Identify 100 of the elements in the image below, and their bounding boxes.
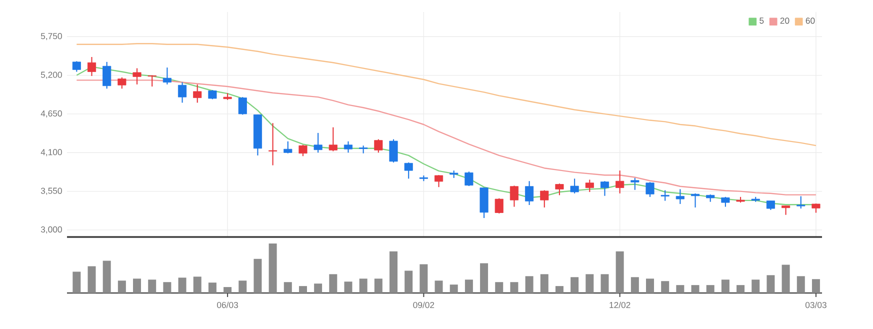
candlestick [540,190,549,208]
bar [630,277,639,293]
bar [133,278,142,293]
bar [359,278,368,293]
bar [254,258,262,293]
candlestick [510,185,518,208]
x-tick-label: 12/02 [610,302,630,308]
bar [329,274,338,293]
bar [314,284,322,293]
candlestick [721,196,730,208]
bar [480,263,488,293]
bar [782,264,790,293]
bar [691,285,700,293]
y-tick-label: 4,650 [40,110,62,118]
bar [736,285,745,293]
bar [661,281,670,293]
bar [298,286,307,293]
candlestick [268,122,278,166]
candlestick [132,68,142,85]
bar [284,282,292,293]
bar [224,287,232,293]
x-tick-label: 06/03 [217,302,238,308]
bar [600,274,609,293]
bar [796,276,805,293]
candlestick [676,188,684,204]
bar [464,280,473,293]
bar [178,278,186,293]
y-tick-label: 5,200 [40,72,62,79]
x-tick-label: 03/03 [805,302,826,308]
bar [752,280,760,293]
candlestick [766,200,775,210]
candlestick [464,171,474,187]
candlestick [600,180,610,196]
bar [344,282,352,293]
bar [148,280,156,293]
bar [495,282,504,293]
candlestick [162,67,172,85]
candlestick [314,132,322,154]
candlestick [389,138,398,164]
candlestick [238,96,247,116]
bar [163,282,172,293]
candlestick [630,177,640,190]
y-tick-label: 5,750 [40,33,62,40]
bar [72,272,81,293]
candlestick [118,76,126,90]
bar [193,276,202,293]
legend-label: 5 [760,18,764,24]
bar [374,278,382,293]
candlestick [72,60,81,72]
bar [555,286,564,293]
bar [434,280,443,293]
bar [646,278,654,293]
candlestick [616,170,624,194]
candlestick [344,140,353,154]
bar [510,282,518,293]
candlestick [284,140,292,154]
bar [404,270,413,293]
bar [766,275,775,293]
candlestick [555,183,564,196]
bar [88,266,96,293]
candlestick [298,144,308,157]
candlestick [796,196,806,210]
bar [390,251,398,293]
bar [450,284,458,293]
bar [208,282,216,293]
candlestick [374,138,383,154]
bar [238,280,247,293]
candlestick [328,126,338,152]
candlestick [434,174,444,188]
candlestick [404,162,413,180]
candlestick [812,203,820,214]
candlestick [585,179,594,193]
bar [812,279,820,293]
bar [706,285,714,293]
bar [721,280,730,293]
candlestick [178,82,187,104]
bar [616,251,624,293]
bar [102,260,111,293]
bar [586,274,594,293]
x-tick-label: 09/02 [413,302,434,308]
candlestick [570,178,579,194]
candlestick [660,190,670,202]
bar [118,280,126,293]
candlestick [646,182,654,198]
candlestick [102,61,112,90]
candlestick [690,192,700,208]
bar [676,285,684,293]
bar [525,276,534,293]
candlestick [148,74,156,88]
bar [420,264,428,293]
y-tick-label: 3,000 [40,226,62,234]
legend-label: 20 [780,18,790,24]
legend-label: 60 [806,18,815,24]
y-tick-label: 4,100 [40,149,62,156]
y-tick-label: 3,550 [40,188,62,195]
candlestick [525,180,534,206]
candlestick [87,56,96,77]
bar [268,243,277,293]
candlestick [494,198,504,214]
candlestick [193,84,202,104]
